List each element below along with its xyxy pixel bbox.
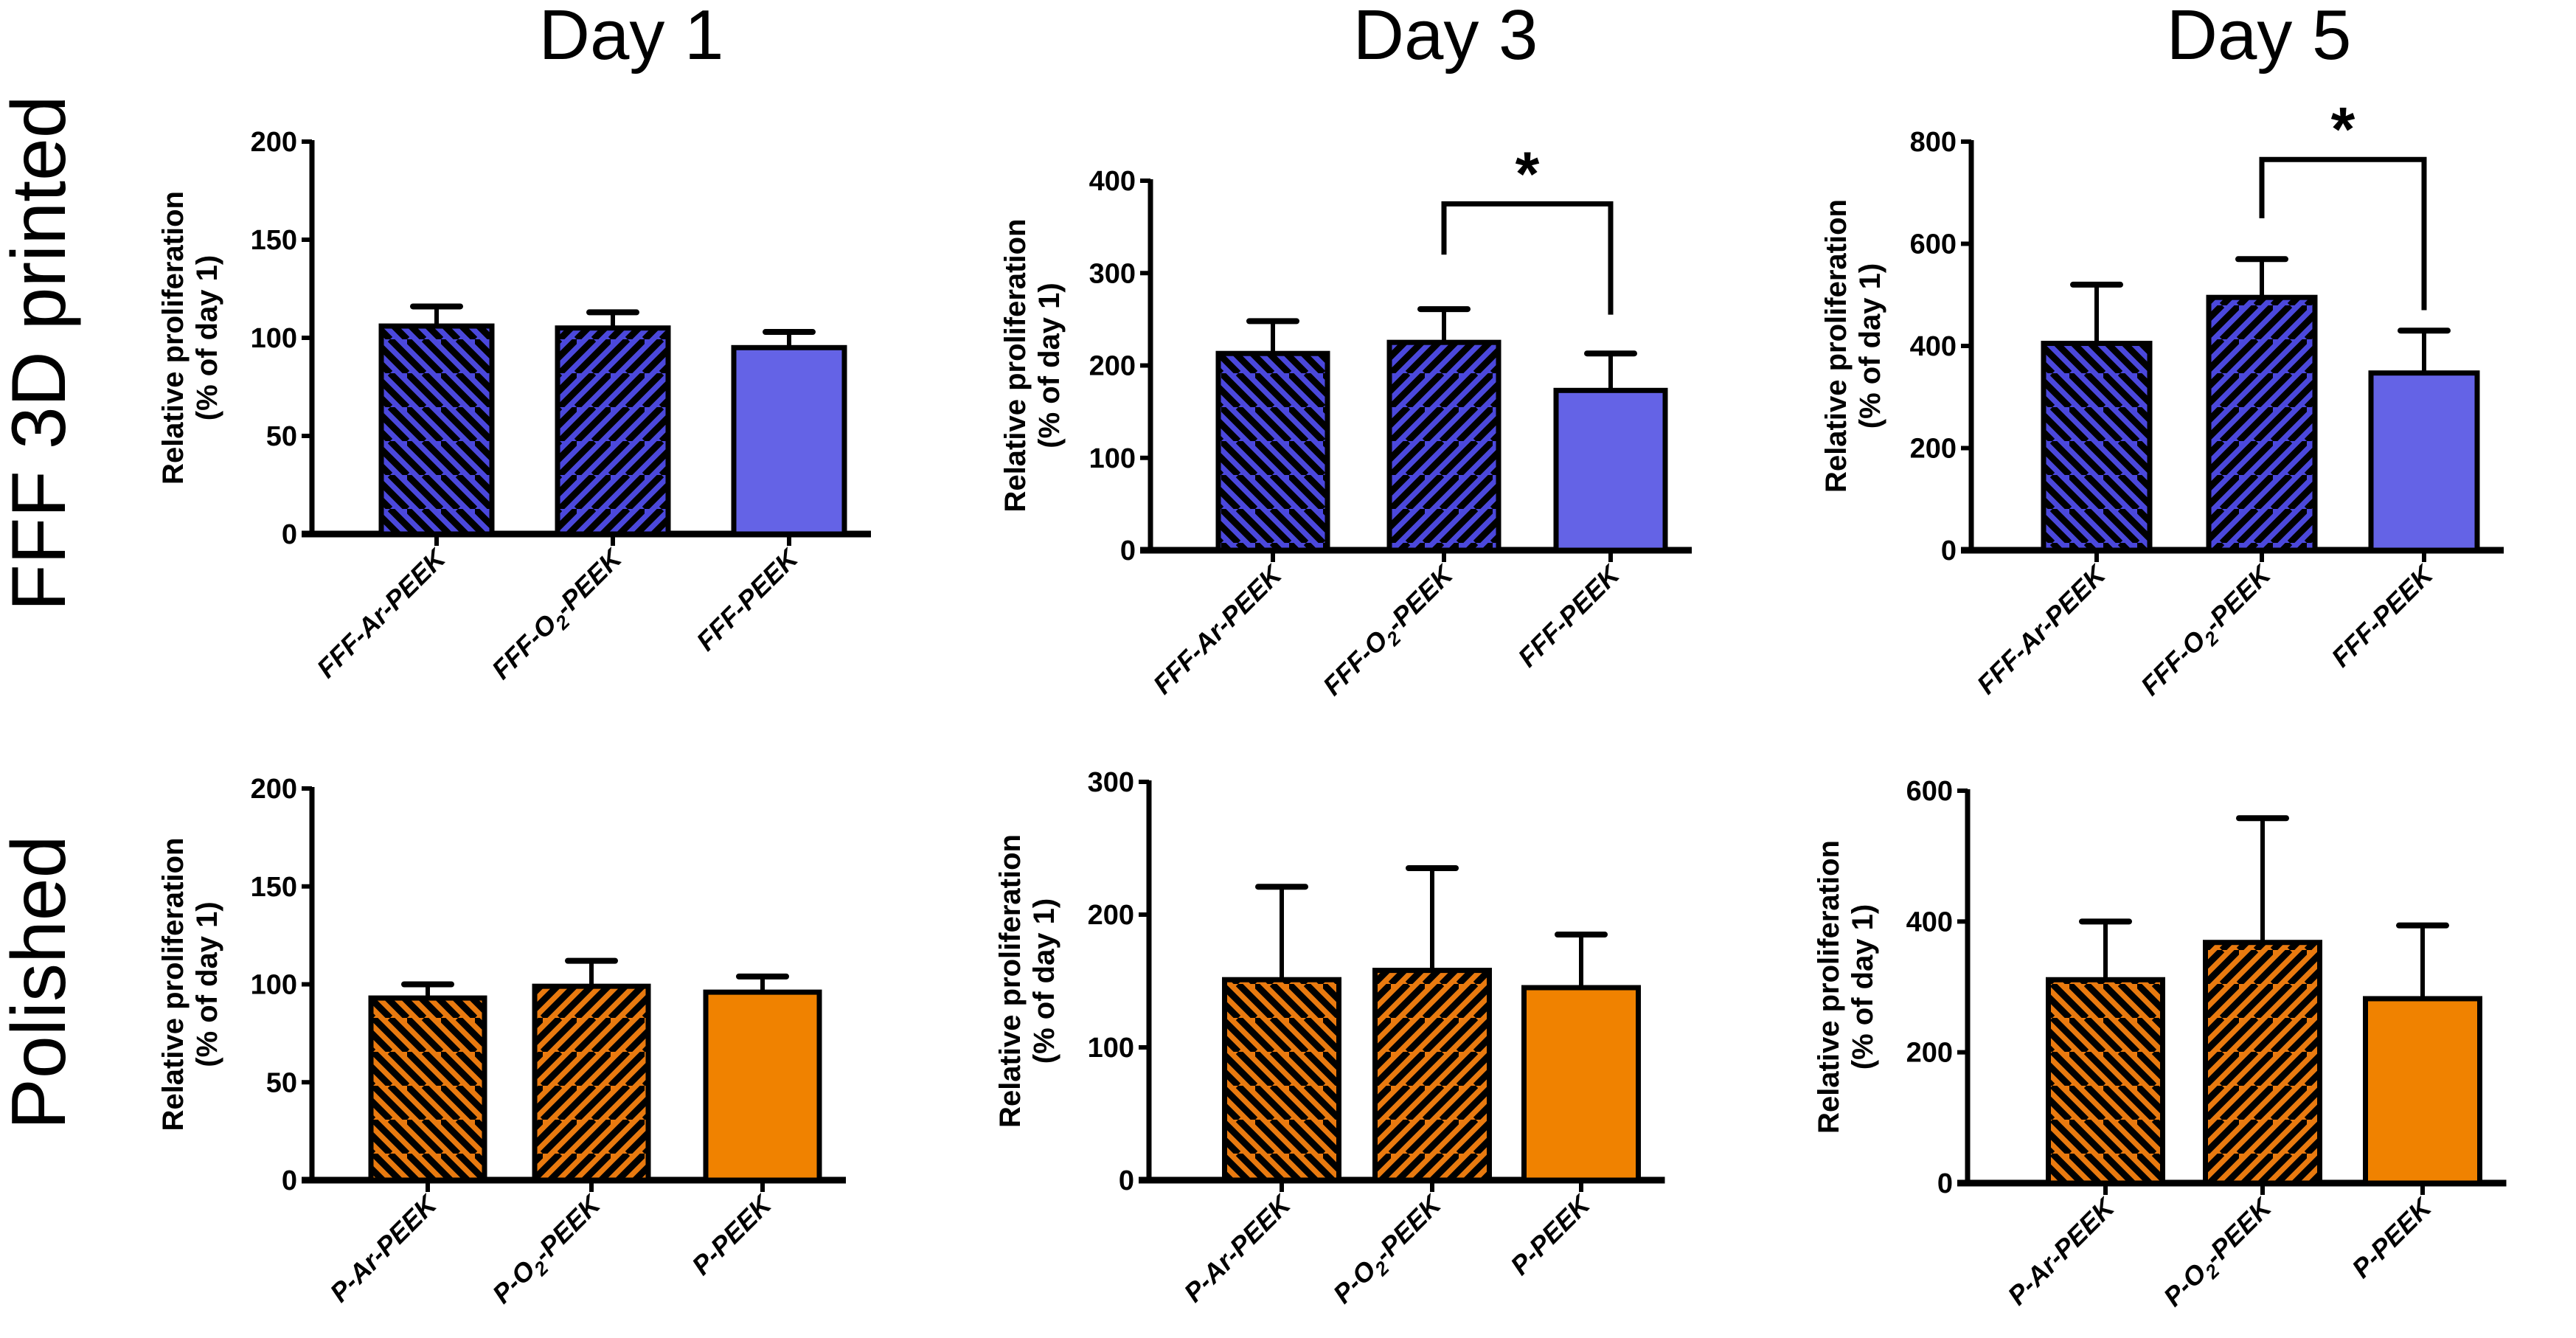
significance-star: * xyxy=(1516,139,1540,208)
y-tick-label: 300 xyxy=(1089,258,1136,289)
panel-polished-day-1: Relative proliferation(% of day 1) 0 50 100… xyxy=(157,774,846,1314)
y-axis-label-line: (% of day 1) xyxy=(191,901,223,1067)
bar-p-peek xyxy=(703,989,822,1183)
significance-star: * xyxy=(2331,94,2355,164)
y-tick-label: 400 xyxy=(1906,907,1953,937)
bar-p-peek xyxy=(1521,985,1641,1183)
y-axis-label-line: (% of day 1) xyxy=(1847,904,1879,1070)
y-axis-label-line: (% of day 1) xyxy=(1033,282,1066,448)
y-tick-label: 100 xyxy=(251,323,297,354)
y-axis-label: Relative proliferation(% of day 1) xyxy=(157,838,223,1131)
bar-fff-peek xyxy=(2368,370,2480,553)
panel-fff-day-5: Relative proliferation(% of day 1) 0 200 40… xyxy=(1820,94,2504,706)
bar-fff-ar-peek xyxy=(2041,341,2153,553)
y-tick-label: 200 xyxy=(251,774,297,805)
y-tick-label: 150 xyxy=(251,225,297,256)
y-axis-label: Relative proliferation(% of day 1) xyxy=(157,191,223,485)
panel-polished-day-5: Relative proliferation(% of day 1) 0 200 40… xyxy=(1813,776,2507,1317)
y-axis-label-line: Relative proliferation xyxy=(999,219,1032,513)
bar-p-o2-peek xyxy=(1372,968,1492,1183)
bar-fff-o2-peek xyxy=(1386,339,1501,553)
x-tick-label: P-O2-PEEK xyxy=(1327,1188,1452,1314)
significance-bracket xyxy=(1441,201,1614,315)
x-tick-label: P-O2-PEEK xyxy=(2157,1191,2282,1317)
y-tick-label: 100 xyxy=(1088,1033,1134,1064)
y-axis-label-line: (% of day 1) xyxy=(1028,898,1060,1064)
bar-p-ar-peek xyxy=(2046,977,2165,1186)
y-tick-label: 400 xyxy=(1089,166,1136,197)
y-tick-label: 50 xyxy=(266,421,297,452)
bar-fff-peek xyxy=(1553,387,1668,553)
x-tick-label: FFF-PEEK xyxy=(1512,558,1627,673)
y-tick-label: 100 xyxy=(251,970,297,1001)
y-tick-label: 100 xyxy=(1089,443,1136,474)
bar-p-ar-peek xyxy=(1222,977,1341,1183)
bar-p-o2-peek xyxy=(532,983,651,1183)
x-tick-label: FFF-PEEK xyxy=(690,542,805,657)
bar-fff-o2-peek xyxy=(2206,294,2318,553)
y-tick-label: 0 xyxy=(1120,535,1136,566)
significance-bracket xyxy=(2259,156,2427,311)
y-tick-label: 0 xyxy=(1119,1165,1134,1196)
row-label-polished: Polished xyxy=(0,836,82,1130)
x-tick-label: FFF-O2-PEEK xyxy=(2135,558,2282,706)
y-axis-label-line: Relative proliferation xyxy=(1820,199,1853,493)
x-tick-label: P-PEEK xyxy=(2346,1191,2439,1284)
y-axis-label-line: (% of day 1) xyxy=(1854,263,1886,429)
bar-fff-ar-peek xyxy=(378,323,495,537)
column-title-day-1: Day 1 xyxy=(539,0,724,74)
y-tick-label: 800 xyxy=(1910,127,1957,158)
y-tick-label: 200 xyxy=(1910,434,1957,465)
x-tick-label: P-PEEK xyxy=(686,1188,779,1281)
y-tick-label: 400 xyxy=(1910,331,1957,362)
bar-fff-ar-peek xyxy=(1215,350,1330,553)
y-tick-label: 600 xyxy=(1910,229,1957,260)
panel-polished-day-3: Relative proliferation(% of day 1) 0 100 20… xyxy=(994,767,1665,1314)
x-tick-label: FFF-Ar-PEEK xyxy=(1971,558,2112,700)
y-tick-label: 600 xyxy=(1906,776,1953,807)
y-tick-label: 150 xyxy=(251,872,297,903)
y-axis-label: Relative proliferation(% of day 1) xyxy=(1813,840,1879,1134)
bar-fff-peek xyxy=(731,344,847,537)
bar-p-peek xyxy=(2363,996,2482,1186)
x-tick-label: FFF-O2-PEEK xyxy=(1317,558,1465,706)
x-tick-label: P-Ar-PEEK xyxy=(2002,1191,2122,1311)
y-tick-label: 50 xyxy=(266,1067,297,1098)
y-axis-label-line: (% of day 1) xyxy=(191,255,223,420)
y-tick-label: 200 xyxy=(1089,351,1136,382)
y-axis-label: Relative proliferation(% of day 1) xyxy=(1820,199,1886,493)
panel-fff-day-3: Relative proliferation(% of day 1) 0 100 20… xyxy=(999,139,1692,706)
x-tick-label: P-PEEK xyxy=(1504,1188,1597,1281)
panel-fff-day-1: Relative proliferation(% of day 1) 0 50 100… xyxy=(157,127,871,690)
x-tick-label: P-Ar-PEEK xyxy=(1178,1188,1298,1308)
y-tick-label: 0 xyxy=(1941,535,1957,566)
y-axis-label-line: Relative proliferation xyxy=(994,834,1027,1128)
y-axis-label: Relative proliferation(% of day 1) xyxy=(994,834,1060,1128)
bar-p-o2-peek xyxy=(2203,940,2322,1186)
y-axis-label-line: Relative proliferation xyxy=(157,191,190,485)
column-title-day-5: Day 5 xyxy=(2167,0,2352,74)
x-tick-label: FFF-O2-PEEK xyxy=(486,542,633,690)
bar-fff-o2-peek xyxy=(555,325,671,537)
row-label-fff-3d-printed: FFF 3D printed xyxy=(0,95,82,611)
y-tick-label: 300 xyxy=(1088,767,1134,798)
x-tick-label: FFF-PEEK xyxy=(2325,558,2440,673)
y-tick-label: 200 xyxy=(251,127,297,158)
y-axis-label-line: Relative proliferation xyxy=(1813,840,1845,1134)
column-title-day-3: Day 3 xyxy=(1353,0,1538,74)
y-tick-label: 0 xyxy=(1937,1168,1953,1199)
x-tick-label: FFF-Ar-PEEK xyxy=(1147,558,1288,700)
y-tick-label: 0 xyxy=(282,519,297,550)
x-tick-label: P-O2-PEEK xyxy=(486,1188,611,1314)
y-tick-label: 200 xyxy=(1088,900,1134,931)
y-tick-label: 0 xyxy=(282,1165,297,1196)
y-tick-label: 200 xyxy=(1906,1038,1953,1069)
y-axis-label-line: Relative proliferation xyxy=(157,838,190,1131)
x-tick-label: P-Ar-PEEK xyxy=(324,1188,444,1308)
y-axis-label: Relative proliferation(% of day 1) xyxy=(999,219,1066,513)
x-tick-label: FFF-Ar-PEEK xyxy=(310,542,452,684)
bar-p-ar-peek xyxy=(368,995,487,1183)
